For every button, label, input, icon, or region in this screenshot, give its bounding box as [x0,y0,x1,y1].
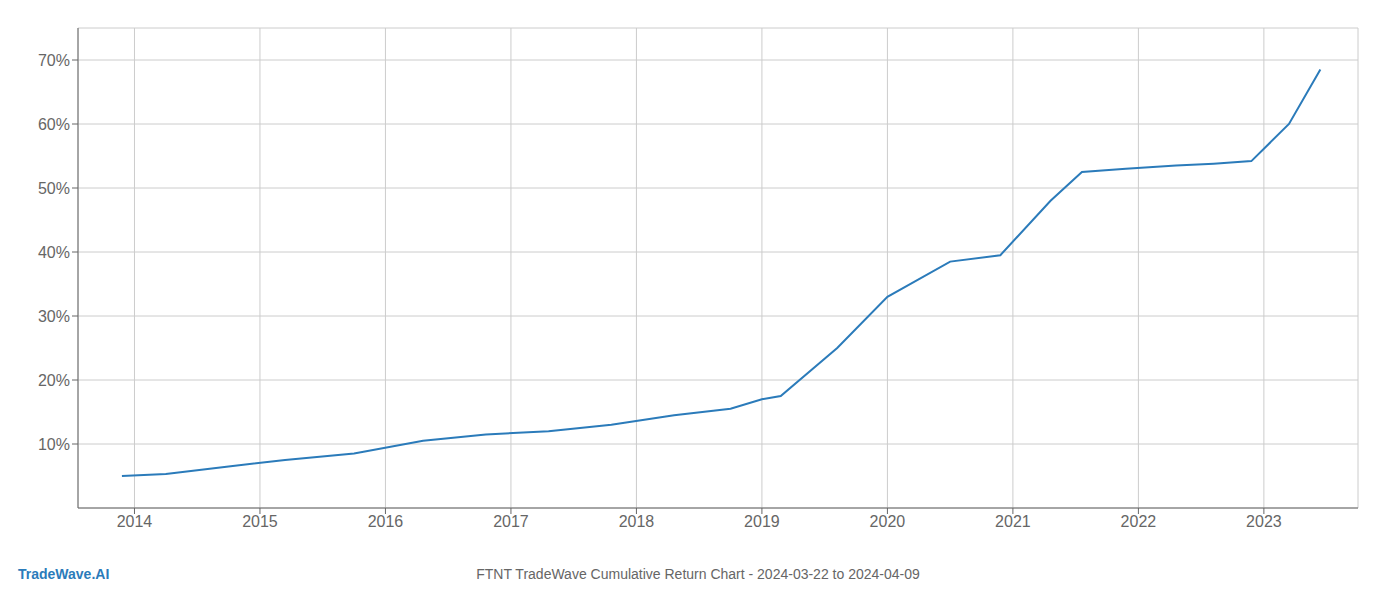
svg-text:50%: 50% [38,180,70,197]
svg-text:2015: 2015 [242,513,278,530]
svg-text:10%: 10% [38,436,70,453]
html-text:FTNT TradeWave Cumulative Retu: FTNT TradeWave Cumulative Return Chart -… [476,566,920,582]
svg-text:2022: 2022 [1121,513,1157,530]
svg-text:2020: 2020 [870,513,906,530]
svg-text:40%: 40% [38,244,70,261]
html-text:TradeWave.AI: TradeWave.AI [18,566,110,582]
svg-text:60%: 60% [38,116,70,133]
svg-text:70%: 70% [38,52,70,69]
svg-text:2014: 2014 [117,513,153,530]
svg-text:2017: 2017 [493,513,529,530]
svg-text:2021: 2021 [995,513,1031,530]
svg-text:30%: 30% [38,308,70,325]
svg-text:2023: 2023 [1246,513,1282,530]
svg-text:2016: 2016 [368,513,404,530]
svg-text:2019: 2019 [744,513,780,530]
svg-text:20%: 20% [38,372,70,389]
svg-text:2018: 2018 [619,513,655,530]
